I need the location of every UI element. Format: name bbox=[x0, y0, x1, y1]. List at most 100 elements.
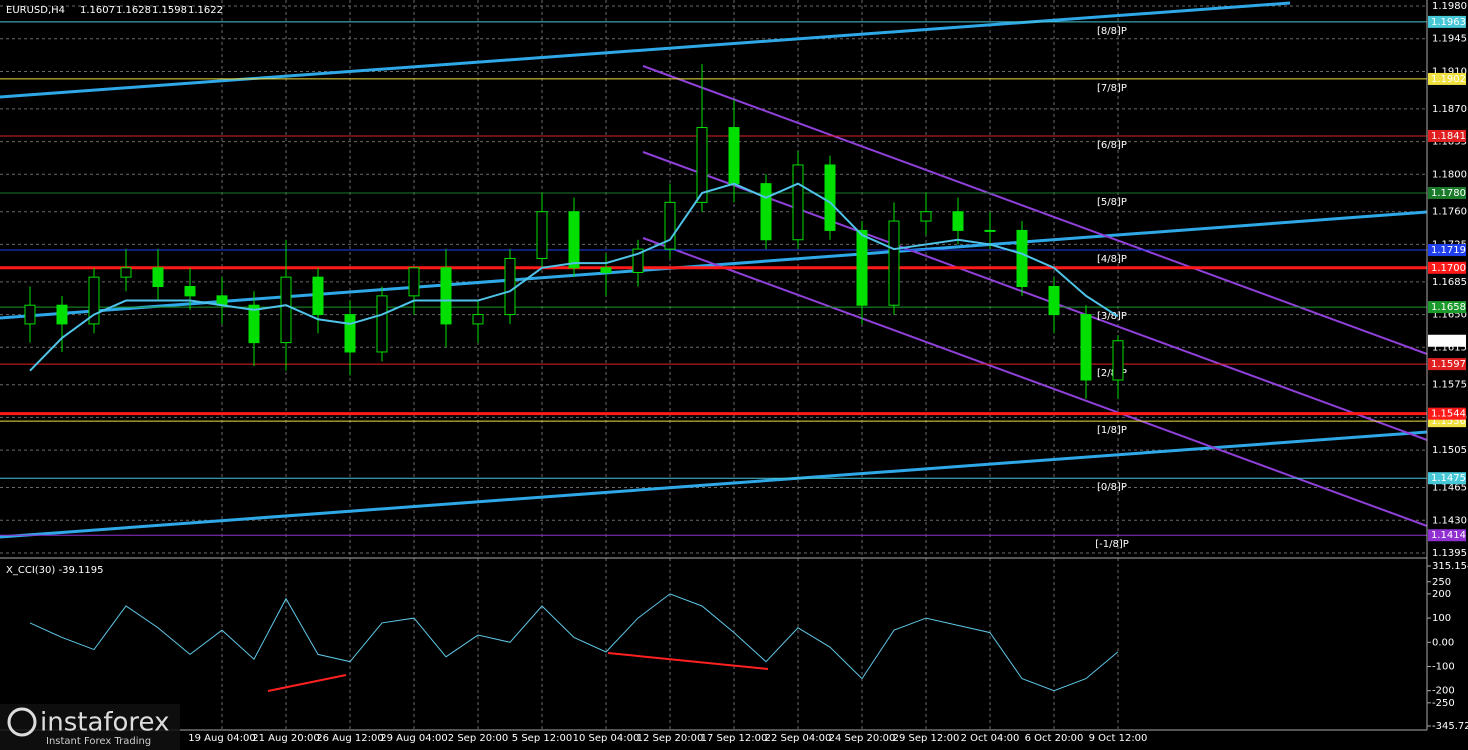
y-tick-label: 1.1800 bbox=[1432, 169, 1467, 180]
trend-line bbox=[0, 210, 1428, 320]
level-tag: [1/8]P bbox=[1097, 425, 1127, 436]
level-label: 1.1414 bbox=[1431, 530, 1466, 541]
x-tick-label: 22 Sep 04:00 bbox=[765, 733, 832, 744]
candle-body bbox=[504, 257, 516, 316]
level-label: 1.1841 bbox=[1431, 131, 1466, 142]
support-box bbox=[1428, 261, 1466, 274]
y2-tick-label: -250 bbox=[1432, 698, 1455, 709]
x-tick-label: 26 Aug 12:00 bbox=[316, 733, 383, 744]
candle-body bbox=[408, 267, 420, 297]
level-box bbox=[1428, 187, 1466, 200]
candle-body bbox=[888, 220, 900, 306]
level-tag: [-1/8]P bbox=[1095, 539, 1129, 550]
x-tick-label: 21 Aug 20:00 bbox=[252, 733, 319, 744]
y-tick-label: 1.1615 bbox=[1432, 342, 1467, 353]
x-tick-label: 19 Aug 04:00 bbox=[188, 733, 255, 744]
moving-average bbox=[29, 182, 1119, 372]
candle-body bbox=[760, 183, 772, 241]
candle-body bbox=[728, 127, 740, 185]
support-label: 1.1700 bbox=[1431, 263, 1466, 274]
level-box bbox=[1428, 15, 1466, 28]
chart-symbol: EURUSD,H4 bbox=[6, 5, 65, 16]
y-tick-label: 1.1760 bbox=[1432, 207, 1467, 218]
x-tick-label: 29 Aug 04:00 bbox=[380, 733, 447, 744]
candle-body bbox=[952, 211, 964, 231]
header-value: 1.1607 bbox=[80, 5, 115, 16]
x-tick-label: 6 Oct 20:00 bbox=[1025, 733, 1084, 744]
candle-body bbox=[824, 164, 836, 231]
divergence-line bbox=[607, 652, 769, 670]
candle-body bbox=[248, 304, 260, 344]
x-tick-label: 9 Oct 12:00 bbox=[1089, 733, 1148, 744]
indicator-name: X_CCI(30) -39.1195 bbox=[6, 565, 103, 576]
trend-line bbox=[0, 430, 1428, 539]
candle-body bbox=[24, 304, 36, 325]
y-tick-label: 1.1945 bbox=[1432, 34, 1467, 45]
candle-body bbox=[984, 229, 996, 232]
level-tag: [5/8]P bbox=[1097, 197, 1127, 208]
candle-body bbox=[536, 211, 548, 259]
y-tick-label: 1.1575 bbox=[1432, 380, 1467, 391]
y-tick-label: 1.1835 bbox=[1432, 137, 1467, 148]
channel-line bbox=[642, 65, 1428, 355]
candle-body bbox=[632, 248, 644, 273]
candle-body bbox=[856, 229, 868, 306]
y-tick-label: 1.1465 bbox=[1432, 483, 1467, 494]
candle-body bbox=[312, 276, 324, 316]
candle-body bbox=[120, 267, 132, 278]
level-box bbox=[1428, 129, 1466, 142]
y2-tick-label: 250 bbox=[1432, 577, 1451, 588]
level-box bbox=[1428, 72, 1466, 85]
x-tick-label: 24 Sep 20:00 bbox=[829, 733, 896, 744]
level-box bbox=[1428, 358, 1466, 371]
watermark-logo bbox=[7, 707, 37, 737]
candle-body bbox=[88, 276, 100, 325]
candle-body bbox=[920, 211, 932, 222]
y-tick-label: 1.1870 bbox=[1432, 104, 1467, 115]
y2-tick-label: 200 bbox=[1432, 589, 1451, 600]
level-box bbox=[1428, 244, 1466, 257]
y-tick-label: 1.1395 bbox=[1432, 548, 1467, 559]
y2-tick-label: 100 bbox=[1432, 613, 1451, 624]
x-tick-label: 12 Sep 20:00 bbox=[637, 733, 704, 744]
candle-body bbox=[472, 314, 484, 325]
level-box bbox=[1428, 529, 1466, 542]
level-label: 1.1597 bbox=[1431, 359, 1466, 370]
candle-body bbox=[376, 295, 388, 353]
marks: [8/8]P 1.1963 [7/8]P 1.1902 [6/8]P 1.1841 [5/8… bbox=[0, 15, 1466, 692]
candle-body bbox=[1112, 340, 1124, 381]
level-label: 1.1780 bbox=[1431, 188, 1466, 199]
header-value: 1.1622 bbox=[188, 5, 223, 16]
level-tag: [4/8]P bbox=[1097, 254, 1127, 265]
y-tick-label: 1.1685 bbox=[1432, 277, 1467, 288]
last-price-label: 1.1622 bbox=[1431, 336, 1466, 347]
candle-body bbox=[664, 201, 676, 250]
y2-tick-label: 315.1542 bbox=[1432, 561, 1468, 572]
candle-body bbox=[1080, 314, 1092, 381]
level-label: 1.1475 bbox=[1431, 473, 1466, 484]
level-label: 1.1719 bbox=[1431, 245, 1466, 256]
cci-line bbox=[29, 593, 1119, 692]
y2-tick-label: -200 bbox=[1432, 686, 1455, 697]
header-value: 1.1628 bbox=[116, 5, 151, 16]
x-tick-label: 10 Sep 04:00 bbox=[573, 733, 640, 744]
level-tag: [0/8]P bbox=[1097, 482, 1127, 493]
x-tick-label: 5 Sep 12:00 bbox=[512, 733, 572, 744]
support-label: 1.1544 bbox=[1431, 409, 1466, 420]
x-tick-label: 2 Sep 20:00 bbox=[448, 733, 508, 744]
candle-body bbox=[1016, 229, 1028, 288]
level-label: 1.1658 bbox=[1431, 302, 1466, 313]
candle-body bbox=[56, 304, 68, 325]
y-tick-label: 1.1910 bbox=[1432, 66, 1467, 77]
candle-body bbox=[568, 211, 580, 269]
level-label: 1.1963 bbox=[1431, 17, 1466, 28]
last-price-box bbox=[1428, 334, 1466, 347]
watermark-slogan: Instant Forex Trading bbox=[46, 736, 151, 747]
channel-line bbox=[642, 151, 1428, 441]
level-box bbox=[1428, 301, 1466, 314]
y2-tick-label: -345.7235 bbox=[1432, 721, 1468, 732]
candle-body bbox=[344, 314, 356, 353]
watermark-brand: instaforex bbox=[40, 708, 169, 738]
